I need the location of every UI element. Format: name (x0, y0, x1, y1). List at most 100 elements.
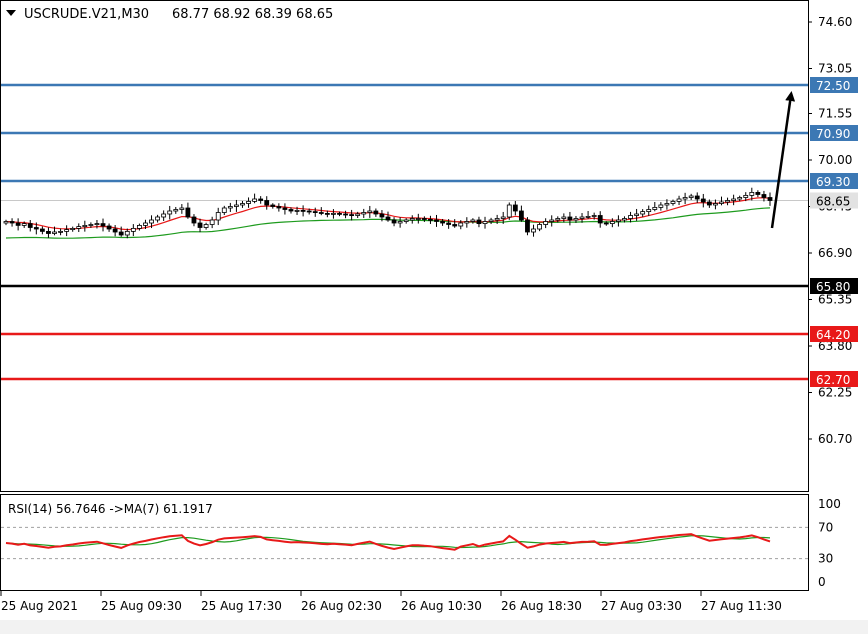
candle-bull (573, 218, 579, 221)
current-price-label: 68.65 (816, 195, 850, 209)
candle-bull (628, 215, 633, 219)
dropdown-triangle-icon[interactable] (6, 10, 16, 16)
candle-bull (82, 224, 88, 227)
candle-bear (428, 218, 433, 221)
candle-bear (755, 191, 761, 195)
candle-bull (167, 210, 173, 215)
candle-bull (500, 216, 506, 219)
status-strip (0, 620, 868, 634)
candle-bull (58, 230, 63, 233)
candle-bull (531, 228, 536, 233)
candle-bull (294, 209, 300, 212)
candle-bear (197, 222, 203, 228)
rsi-y-tick-label: 30 (818, 552, 833, 566)
y-tick-label: 65.35 (818, 293, 852, 307)
candle-bull (221, 207, 227, 213)
candle-bull (591, 215, 597, 217)
y-tick-label: 71.55 (818, 107, 852, 121)
candle-bull (731, 198, 737, 201)
y-tick-label: 63.80 (818, 339, 852, 353)
candle-bear (258, 198, 264, 201)
candle-bull (203, 224, 209, 228)
chart-symbol-title: USCRUDE.V21,M30 (24, 7, 149, 22)
candle-bull (149, 219, 154, 224)
candle-bear (767, 197, 773, 201)
candle-bear (288, 209, 294, 212)
candle-bull (652, 206, 658, 210)
candle-bear (512, 204, 518, 212)
candle-bull (227, 206, 233, 209)
candle-bull (403, 219, 409, 222)
candle-bear (421, 218, 427, 220)
candle-bull (21, 223, 27, 226)
candle-bear (324, 212, 330, 215)
level-label: 70.90 (816, 127, 850, 141)
candle-bull (579, 216, 585, 219)
candle-bull (367, 210, 373, 213)
rsi-y-tick-label: 70 (818, 520, 833, 534)
candle-bull (470, 219, 476, 222)
candle-bear (27, 223, 33, 228)
x-tick-label: 26 Aug 10:30 (401, 599, 482, 613)
candle-bull (179, 207, 185, 210)
rsi-line (5, 533, 771, 551)
candle-bull (246, 200, 251, 204)
candle-bear (343, 213, 348, 216)
candle-bear (379, 213, 385, 218)
y-tick-label: 66.90 (818, 246, 852, 260)
candle-bull (664, 203, 670, 206)
candle-bear (306, 210, 312, 213)
level-tag (810, 125, 858, 141)
candle-bear (312, 211, 318, 214)
candle-bull (749, 191, 755, 196)
candle-bear (191, 216, 197, 224)
target-arrow (770, 91, 796, 229)
y-tick-label: 73.05 (818, 62, 852, 76)
level-tag (810, 326, 858, 342)
candle-bull (161, 213, 167, 218)
y-tick-label: 74.60 (818, 15, 852, 29)
candle-bear (567, 216, 573, 221)
candle-bear (700, 198, 706, 203)
candle-bear (46, 230, 51, 234)
candle-bear (525, 219, 530, 233)
candle-bull (331, 212, 336, 215)
candle-bull (136, 224, 142, 229)
level-tag (810, 371, 858, 387)
candle-bull (215, 212, 221, 221)
candle-bear (476, 219, 482, 224)
candle-bear (391, 219, 397, 224)
candle-bull (124, 230, 130, 236)
y-tick-label: 70.00 (818, 153, 852, 167)
x-tick-label: 25 Aug 17:30 (201, 599, 282, 613)
candle-bear (385, 216, 391, 221)
candle-bull (94, 223, 100, 226)
candle-bear (264, 200, 270, 206)
candle-bear (270, 204, 276, 207)
candle-bull (609, 221, 615, 224)
candle-bear (452, 224, 458, 227)
level-tag (810, 173, 858, 189)
rsi-title: RSI(14) 56.7646 ->MA(7) 61.1917 (8, 502, 213, 516)
candle-bear (446, 222, 452, 225)
x-tick-label: 25 Aug 2021 (1, 599, 78, 613)
candle-bull (506, 204, 512, 218)
level-tag (810, 77, 858, 93)
candle-bull (658, 204, 664, 208)
candle-bull (494, 218, 500, 221)
candle-bull (240, 203, 245, 206)
candle-bear (318, 212, 324, 214)
candle-bear (373, 210, 379, 215)
current-price-tag (810, 192, 858, 209)
candle-bear (106, 225, 112, 230)
candle-bull (52, 231, 57, 234)
candle-bull (585, 215, 591, 218)
candle-bull (743, 194, 749, 198)
candle-bull (676, 198, 682, 202)
x-tick-label: 25 Aug 09:30 (101, 599, 182, 613)
level-label: 69.30 (816, 175, 850, 189)
candle-bull (3, 221, 9, 224)
candle-bull (737, 197, 743, 200)
